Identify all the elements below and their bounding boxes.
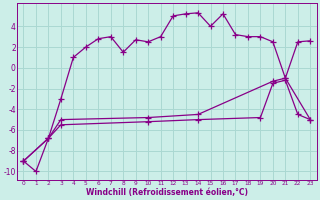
X-axis label: Windchill (Refroidissement éolien,°C): Windchill (Refroidissement éolien,°C) [86, 188, 248, 197]
